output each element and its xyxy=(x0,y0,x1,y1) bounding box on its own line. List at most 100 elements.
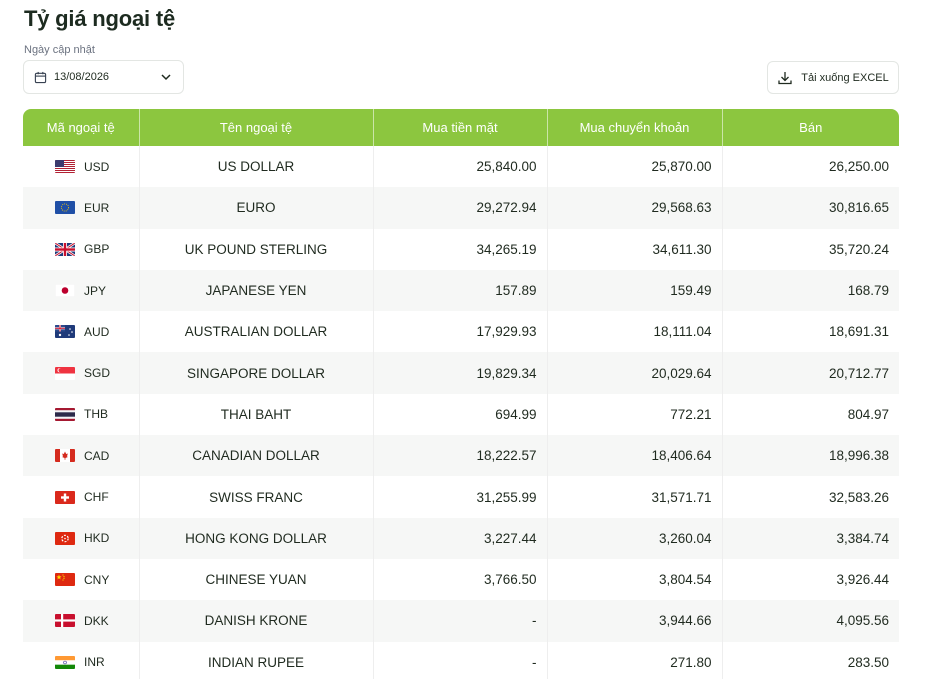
currency-code: EUR xyxy=(84,200,110,215)
ch-flag-icon xyxy=(55,490,75,504)
currency-name: US DOLLAR xyxy=(139,146,374,188)
transfer-buy-rate: 20,029.64 xyxy=(547,352,723,394)
transfer-buy-rate: 31,571.71 xyxy=(547,476,723,518)
currency-name: JAPANESE YEN xyxy=(139,269,374,312)
sell-rate: 18,691.31 xyxy=(828,324,889,340)
header-sell: Bán xyxy=(799,120,823,135)
sell-rate: 18,996.38 xyxy=(722,435,899,477)
table-row: SGD SINGAPORE DOLLAR 19,829.34 20,029.64… xyxy=(23,352,899,394)
transfer-buy-rate: 29,568.63 xyxy=(547,187,723,229)
sell-rate: 3,384.74 xyxy=(722,517,899,559)
sell-rate: 26,250.00 xyxy=(828,159,889,175)
transfer-buy-rate: 772.21 xyxy=(547,393,723,436)
table-row: THB THAI BAHT 694.99 772.21 804.97 xyxy=(23,393,899,436)
sell-rate: 804.97 xyxy=(847,406,889,422)
currency-code: THB xyxy=(84,407,108,422)
sell-rate: 35,720.24 xyxy=(828,241,889,257)
currency-name: UK POUND STERLING xyxy=(139,228,374,270)
currency-name: HONG KONG DOLLAR xyxy=(139,517,374,559)
hk-flag-icon xyxy=(55,531,75,545)
cash-buy-rate: 18,222.57 xyxy=(373,435,548,477)
chevron-down-icon xyxy=(159,70,173,84)
currency-name: INDIAN RUPEE xyxy=(139,641,374,679)
currency-code: CHF xyxy=(84,490,109,505)
currency-name: DANISH KRONE xyxy=(139,600,374,642)
sell-rate: 32,583.26 xyxy=(828,489,889,505)
download-icon xyxy=(777,70,793,86)
cash-buy-rate: - xyxy=(373,600,548,642)
exchange-rate-table: Mã ngoại tệ Tên ngoại tệ Mua tiền mặt Mu… xyxy=(23,109,899,679)
th-flag-icon xyxy=(55,407,75,421)
table-row: CAD CANADIAN DOLLAR 18,222.57 18,406.64 … xyxy=(23,435,899,477)
page-title: Tỷ giá ngoại tệ xyxy=(24,6,176,31)
transfer-buy-rate: 3,260.04 xyxy=(547,517,723,559)
currency-name: CANADIAN DOLLAR xyxy=(139,435,374,477)
currency-name: SWISS FRANC xyxy=(139,476,374,518)
dk-flag-icon xyxy=(55,614,75,628)
table-row: HKD HONG KONG DOLLAR 3,227.44 3,260.04 3… xyxy=(23,517,899,559)
header-currency-code: Mã ngoại tệ xyxy=(23,109,140,146)
sell-rate: 20,712.77 xyxy=(722,352,899,394)
currency-code: HKD xyxy=(84,531,110,546)
jp-flag-icon xyxy=(55,284,75,298)
currency-name: EURO xyxy=(139,187,374,229)
in-flag-icon xyxy=(55,655,75,669)
transfer-buy-rate: 159.49 xyxy=(547,269,723,312)
table-row: DKK DANISH KRONE - 3,944.66 4,095.56 xyxy=(23,600,899,642)
us-flag-icon xyxy=(55,160,75,174)
table-row: CHF SWISS FRANC 31,255.99 31,571.71 32,5… xyxy=(23,476,899,518)
currency-code: GBP xyxy=(84,242,110,257)
download-excel-button[interactable]: Tải xuống EXCEL xyxy=(767,61,899,94)
table-row: AUD AUSTRALIAN DOLLAR 17,929.93 18,111.0… xyxy=(23,311,899,353)
date-filter-label: Ngày cập nhật xyxy=(24,44,95,56)
currency-code: SGD xyxy=(84,366,111,381)
cash-buy-rate: 17,929.93 xyxy=(373,311,548,353)
currency-code: CNY xyxy=(84,572,110,587)
transfer-buy-rate: 3,944.66 xyxy=(547,600,723,642)
uk-flag-icon xyxy=(55,242,75,256)
currency-name: SINGAPORE DOLLAR xyxy=(139,352,374,394)
download-excel-label: Tải xuống EXCEL xyxy=(801,71,889,84)
cash-buy-rate: 34,265.19 xyxy=(373,228,548,270)
cash-buy-rate: 19,829.34 xyxy=(373,352,548,394)
transfer-buy-rate: 3,804.54 xyxy=(547,558,723,601)
currency-name: CHINESE YUAN xyxy=(139,558,374,601)
table-row: CNY CHINESE YUAN 3,766.50 3,804.54 3,926… xyxy=(23,558,899,601)
currency-code: USD xyxy=(84,159,110,174)
currency-code: INR xyxy=(84,655,105,670)
table-row: GBP UK POUND STERLING 34,265.19 34,611.3… xyxy=(23,228,899,270)
cn-flag-icon xyxy=(55,573,75,587)
sell-rate: 168.79 xyxy=(722,269,899,312)
cash-buy-rate: 31,255.99 xyxy=(373,476,548,518)
cash-buy-rate: - xyxy=(373,641,548,679)
table-row: JPY JAPANESE YEN 157.89 159.49 168.79 xyxy=(23,269,899,312)
date-value: 13/08/2026 xyxy=(54,71,110,83)
header-cash-buy: Mua tiền mặt xyxy=(373,109,548,146)
header-currency-name: Tên ngoại tệ xyxy=(139,109,374,146)
transfer-buy-rate: 18,406.64 xyxy=(547,435,723,477)
currency-name: THAI BAHT xyxy=(139,393,374,436)
currency-name: AUSTRALIAN DOLLAR xyxy=(139,311,374,353)
table-row: INR INDIAN RUPEE - 271.80 283.50 xyxy=(23,641,899,679)
currency-code: AUD xyxy=(84,324,110,339)
currency-code: JPY xyxy=(84,283,107,298)
date-picker[interactable]: 13/08/2026 xyxy=(23,60,184,94)
au-flag-icon xyxy=(55,325,75,339)
calendar-icon xyxy=(34,71,47,84)
cash-buy-rate: 29,272.94 xyxy=(373,187,548,229)
sell-rate: 3,926.44 xyxy=(836,572,889,588)
transfer-buy-rate: 25,870.00 xyxy=(547,146,723,188)
sell-rate: 4,095.56 xyxy=(722,600,899,642)
transfer-buy-rate: 34,611.30 xyxy=(547,228,723,270)
sell-rate: 283.50 xyxy=(847,654,889,670)
currency-code: DKK xyxy=(84,613,109,628)
header-transfer-buy: Mua chuyển khoản xyxy=(547,109,723,146)
cash-buy-rate: 25,840.00 xyxy=(373,146,548,188)
table-header-row: Mã ngoại tệ Tên ngoại tệ Mua tiền mặt Mu… xyxy=(23,109,899,146)
table-row: EUR EURO 29,272.94 29,568.63 30,816.65 xyxy=(23,187,899,229)
sell-rate: 30,816.65 xyxy=(722,187,899,229)
sg-flag-icon xyxy=(55,366,75,380)
cash-buy-rate: 3,227.44 xyxy=(373,517,548,559)
table-row: USD US DOLLAR 25,840.00 25,870.00 26,250… xyxy=(23,146,899,188)
cash-buy-rate: 3,766.50 xyxy=(373,558,548,601)
